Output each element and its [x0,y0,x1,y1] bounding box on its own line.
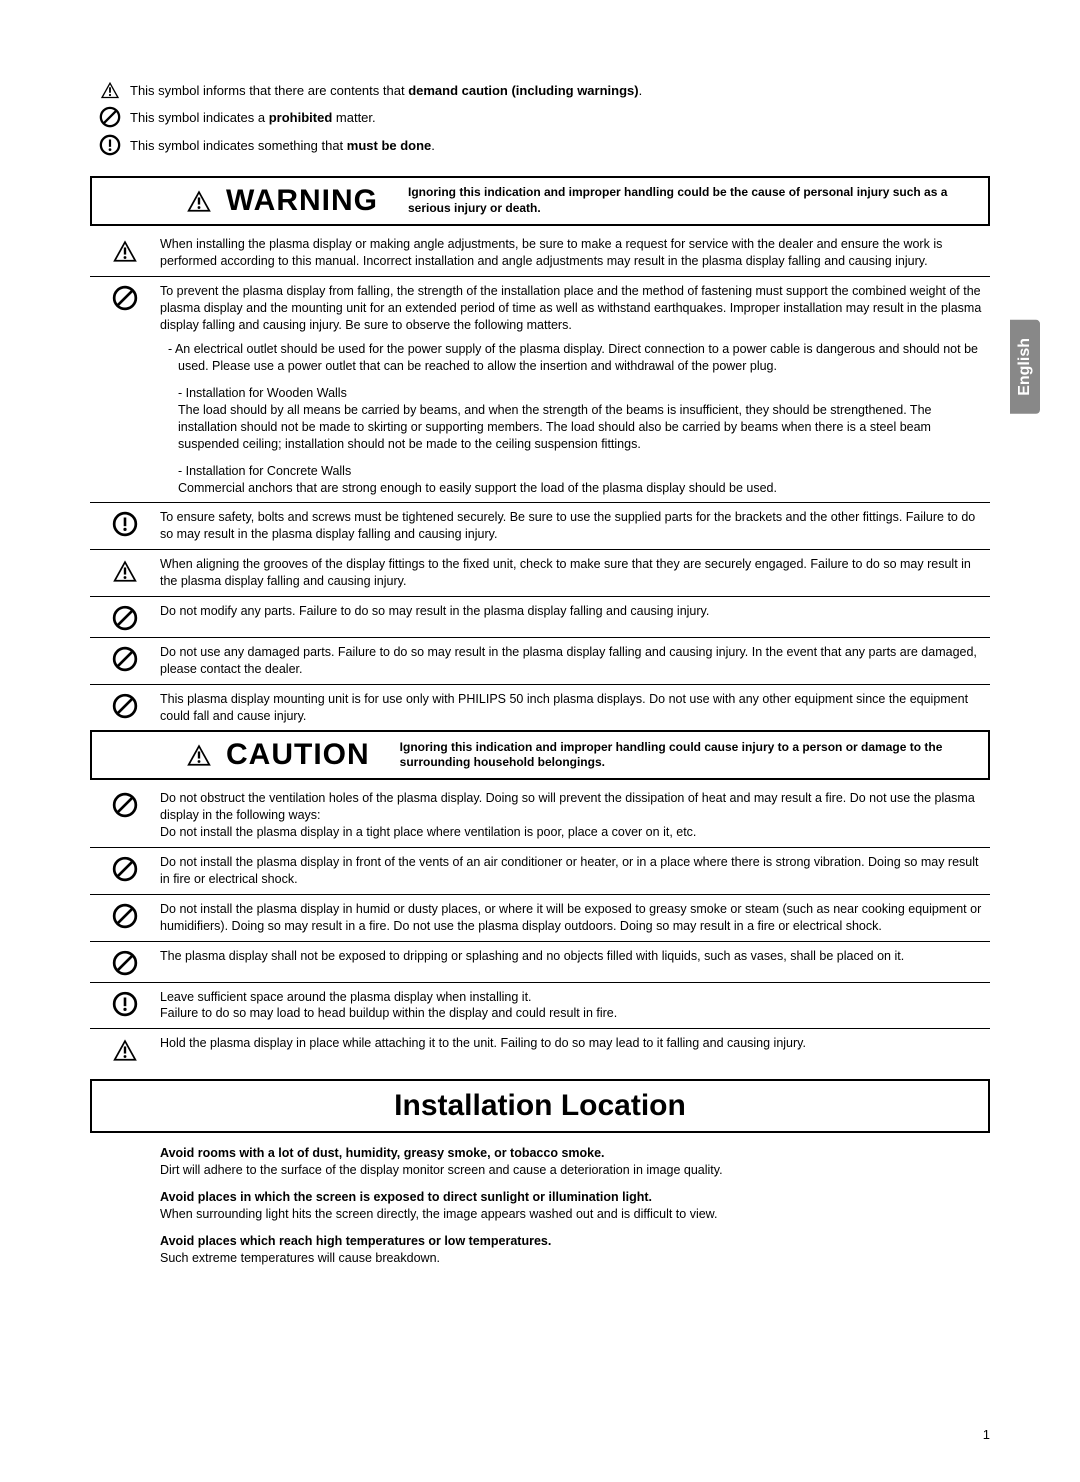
warning-triangle-icon [99,80,121,100]
install-block-bold: Avoid rooms with a lot of dust, humidity… [160,1146,605,1160]
safety-item-text: Leave sufficient space around the plasma… [160,989,990,1023]
legend-prohibit-row: This symbol indicates a prohibited matte… [90,106,990,128]
prohibit-icon [99,106,121,128]
safety-item-row: To ensure safety, bolts and screws must … [90,503,990,550]
safety-item-text: To prevent the plasma display from falli… [160,283,990,497]
warning-triangle-icon [110,558,140,584]
prohibit-icon [112,693,138,719]
safety-item-text: Do not modify any parts. Failure to do s… [160,603,990,631]
prohibit-icon [112,646,138,672]
safety-sub-text: The load should by all means be carried … [178,402,990,453]
safety-sub-item: - Installation for Concrete WallsCommerc… [160,463,990,497]
safety-item-text: Hold the plasma display in place while a… [160,1035,990,1063]
legend-prohibit-text: This symbol indicates a prohibited matte… [130,110,376,125]
warning-subtitle: Ignoring this indication and improper ha… [408,185,976,216]
safety-item-row: When installing the plasma display or ma… [90,230,990,277]
safety-item-text: When installing the plasma display or ma… [160,236,990,270]
install-block-text: Dirt will adhere to the surface of the d… [160,1163,723,1177]
prohibit-icon [112,792,138,818]
warning-triangle-icon [184,742,214,768]
safety-item-row: Do not install the plasma display in hum… [90,895,990,942]
warning-items: When installing the plasma display or ma… [90,230,990,730]
install-location-block: Avoid places in which the screen is expo… [160,1189,990,1223]
safety-item-text: To ensure safety, bolts and screws must … [160,509,990,543]
warning-title: WARNING [226,184,378,218]
safety-item-text: This plasma display mounting unit is for… [160,691,990,725]
install-block-bold: Avoid places in which the screen is expo… [160,1190,652,1204]
safety-sub-item: - Installation for Wooden WallsThe load … [160,385,990,453]
prohibit-icon [112,903,138,929]
prohibit-icon [112,605,138,631]
safety-item-text: The plasma display shall not be exposed … [160,948,990,976]
prohibit-icon [112,856,138,882]
legend-caution-row: This symbol informs that there are conte… [90,80,990,100]
caution-subtitle: Ignoring this indication and improper ha… [400,740,976,771]
safety-item-row: This plasma display mounting unit is for… [90,685,990,731]
safety-item-text: Do not install the plasma display in hum… [160,901,990,935]
install-location-block: Avoid rooms with a lot of dust, humidity… [160,1145,990,1179]
safety-item-row: Leave sufficient space around the plasma… [90,983,990,1030]
install-block-bold: Avoid places which reach high temperatur… [160,1234,551,1248]
prohibit-icon [112,950,138,976]
safety-item-text: Do not obstruct the ventilation holes of… [160,790,990,841]
warning-triangle-icon [110,238,140,264]
warning-triangle-icon [184,188,214,214]
safety-sub-text: Commercial anchors that are strong enoug… [178,480,990,497]
safety-sub-item: - An electrical outlet should be used fo… [160,341,990,375]
page-number: 1 [983,1427,990,1442]
safety-sub-title: - Installation for Concrete Walls [178,463,990,480]
safety-item-row: When aligning the grooves of the display… [90,550,990,597]
legend-mustdo-row: This symbol indicates something that mus… [90,134,990,156]
safety-item-row: Do not install the plasma display in fro… [90,848,990,895]
install-location-heading: Installation Location [90,1079,990,1133]
safety-item-text: Do not install the plasma display in fro… [160,854,990,888]
caution-items: Do not obstruct the ventilation holes of… [90,784,990,1069]
legend-mustdo-text: This symbol indicates something that mus… [130,138,435,153]
warning-triangle-icon [110,1037,140,1063]
install-block-text: Such extreme temperatures will cause bre… [160,1251,440,1265]
install-block-text: When surrounding light hits the screen d… [160,1207,717,1221]
mustdo-icon [112,991,138,1017]
safety-sub-title: - Installation for Wooden Walls [178,385,990,402]
safety-item-row: Do not use any damaged parts. Failure to… [90,638,990,685]
install-location-block: Avoid places which reach high temperatur… [160,1233,990,1267]
safety-item-text: Do not use any damaged parts. Failure to… [160,644,990,678]
safety-item-row: To prevent the plasma display from falli… [90,277,990,504]
legend-caution-text: This symbol informs that there are conte… [130,83,642,98]
caution-title: CAUTION [226,738,370,772]
safety-item-row: Do not obstruct the ventilation holes of… [90,784,990,848]
caution-heading-box: CAUTION Ignoring this indication and imp… [90,730,990,780]
mustdo-icon [112,511,138,537]
safety-item-row: Hold the plasma display in place while a… [90,1029,990,1069]
warning-heading-box: WARNING Ignoring this indication and imp… [90,176,990,226]
prohibit-icon [112,285,138,311]
language-tab: English [1010,320,1040,414]
safety-item-row: Do not modify any parts. Failure to do s… [90,597,990,638]
install-location-content: Avoid rooms with a lot of dust, humidity… [90,1145,990,1266]
safety-item-text: When aligning the grooves of the display… [160,556,990,590]
symbol-legend: This symbol informs that there are conte… [90,80,990,156]
mustdo-icon [99,134,121,156]
safety-item-row: The plasma display shall not be exposed … [90,942,990,983]
